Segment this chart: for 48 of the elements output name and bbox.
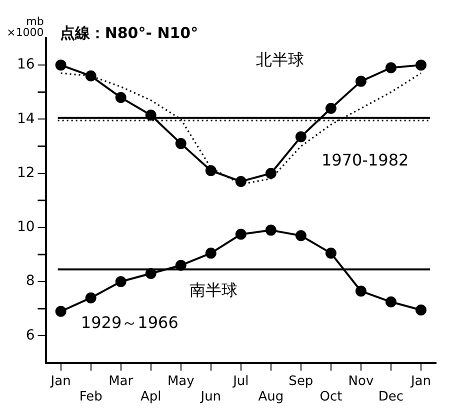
- annotation: 1929～1966: [80, 312, 178, 332]
- point: [355, 76, 366, 87]
- annotation: 南半球: [190, 280, 238, 300]
- point: [85, 292, 96, 304]
- x-tick-label: Dec: [378, 390, 404, 405]
- point: [235, 228, 246, 240]
- point: [385, 62, 396, 74]
- point: [115, 92, 126, 104]
- point: [265, 168, 276, 179]
- x-tick-label: Jun: [200, 390, 222, 405]
- x-tick-label: Apl: [140, 390, 162, 405]
- annotation: 北半球: [256, 50, 304, 69]
- point: [55, 60, 66, 71]
- point: [415, 60, 426, 71]
- x-tick-label: Nov: [348, 374, 374, 389]
- x-tick-label: Jul: [232, 374, 249, 389]
- x-tick-label: Feb: [79, 390, 102, 405]
- point: [175, 138, 186, 150]
- x-tick-label: Sep: [288, 374, 314, 389]
- x-tick-label: Aug: [258, 390, 284, 405]
- point: [295, 131, 306, 142]
- y-tick-label: 12: [16, 164, 35, 181]
- point: [85, 70, 96, 82]
- x-tick-label: Mar: [108, 374, 134, 389]
- point: [265, 224, 276, 236]
- point: [295, 230, 306, 242]
- y-tick-label: 8: [26, 273, 35, 290]
- y-tick-label: 16: [16, 56, 35, 73]
- x-tick-label: Jan: [410, 374, 432, 389]
- chart-title: 点線：N80°- N10°: [60, 24, 198, 42]
- point: [325, 248, 336, 259]
- point: [205, 248, 216, 259]
- point: [415, 304, 426, 316]
- y-tick-label: 6: [26, 327, 35, 344]
- x-tick-label: Oct: [320, 390, 342, 405]
- point: [325, 102, 336, 114]
- point: [385, 296, 396, 308]
- point: [205, 165, 216, 176]
- point: [115, 276, 126, 288]
- y-tick-label: 14: [16, 110, 35, 127]
- point: [55, 306, 66, 317]
- x-tick-label: May: [167, 374, 195, 389]
- annotation: 1970-1982: [321, 150, 409, 170]
- y-axis-title: mb ×1000: [6, 14, 44, 39]
- point: [235, 176, 246, 187]
- y-tick-label: 10: [16, 219, 35, 236]
- point: [355, 286, 366, 297]
- x-tick-label: Jan: [50, 374, 71, 389]
